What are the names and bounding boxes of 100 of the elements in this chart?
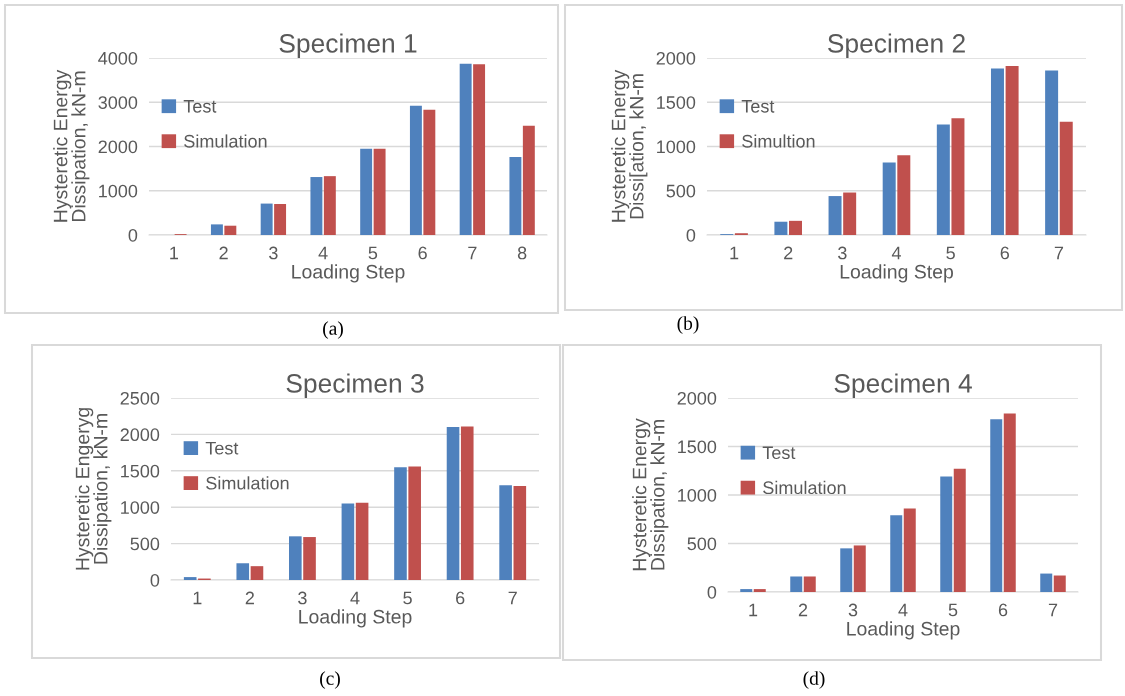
text: (b) [677,316,699,334]
y-tick-label: 500 [687,537,717,551]
y-tick-label: 2000 [98,140,138,154]
y-tick-label: 500 [666,184,696,198]
x-tick-label: 7 [468,246,477,260]
bar [210,224,223,235]
bar [183,577,197,580]
x-tick-label: 5 [948,603,958,617]
x-tick-label: 4 [898,603,908,617]
bar [774,221,788,235]
x-tick-label: 4 [350,591,360,605]
bar [753,589,766,592]
bar [1040,573,1053,592]
bar [408,466,421,580]
x-tick-label: 7 [1048,603,1058,617]
bar [853,545,866,592]
x-tick-label: 6 [456,591,465,605]
bar [803,576,816,592]
x-tick-label: 6 [998,603,1008,617]
chart-title: Specimen 1 [279,33,417,58]
bar [236,563,250,580]
y-tick-label: 0 [128,228,138,242]
bar [499,485,512,580]
x-axis-title: Loading Step [840,264,953,283]
chart-title: Specimen 3 [286,373,424,398]
bar [990,419,1003,592]
x-tick-label: 2 [219,246,228,260]
bar [289,536,302,580]
x-tick-label: 2 [798,603,808,617]
bar [250,566,264,580]
bar [274,204,287,235]
text: (c) [320,671,340,689]
x-tick-label: 3 [838,246,847,260]
legend-label: Test [205,441,239,455]
bar [509,157,522,235]
y-tick-label: 1000 [121,501,160,514]
x-tick-label: 2 [784,246,793,260]
bar [789,220,803,235]
x-tick-label: 6 [1000,246,1010,260]
bar [936,124,950,235]
bar [1003,413,1016,592]
y-tick-label: 0 [150,573,160,587]
legend-label: Simultion [742,134,815,148]
bar [940,476,953,592]
text: (a) [323,321,343,339]
x-tick-label: 4 [891,246,901,260]
x-tick-label: 1 [193,591,202,605]
bar [1045,70,1059,235]
x-tick-label: 5 [946,246,955,260]
y-axis-title: Hysteretic Energy Dissipation, kN-m [632,418,669,571]
y-tick-label: 1000 [678,488,717,502]
bar [790,576,803,592]
bar [840,548,853,592]
y-axis-title: Hysteretic Energy Dissi[ation, kN-m [611,69,648,222]
bar [951,118,965,235]
y-tick-label: 2000 [656,51,696,65]
bar [740,589,753,592]
legend-label: Test [762,446,796,460]
y-tick-label: 1500 [121,464,160,478]
bar [903,508,916,592]
bar [460,426,474,580]
y-axis-title: Hysteretic Energy Dissipation, kN-m [53,69,90,222]
y-tick-label: 2500 [120,391,160,405]
bar [522,125,535,235]
legend-label: Simulation [763,480,846,495]
bar [323,176,336,235]
legend-label: Test [741,100,775,113]
bar [897,155,911,235]
x-tick-label: 2 [245,591,254,605]
x-axis-title: Loading Step [299,609,412,628]
bar [882,162,896,235]
bar [360,148,373,235]
bar [310,177,323,235]
x-tick-label: 3 [298,591,307,605]
bar [1005,65,1019,235]
bar [1059,121,1073,235]
bar [1053,575,1066,592]
legend-label: Simulation [184,134,267,148]
bar [423,109,436,235]
legend-label: Simulation [206,476,289,490]
y-tick-label: 2000 [677,391,717,405]
x-tick-label: 4 [318,246,328,260]
bar [890,515,903,592]
legend-label: Test [183,100,217,113]
bar [341,503,355,580]
x-tick-label: 1 [170,246,179,260]
bar [513,486,527,580]
y-tick-label: 500 [130,537,160,551]
bar [446,427,460,580]
x-tick-label: 8 [517,246,527,260]
x-tick-label: 1 [730,246,739,260]
y-tick-label: 4000 [98,51,138,65]
text: (d) [803,671,825,689]
bar [373,148,386,235]
bar [394,467,407,580]
chart-title: Specimen 2 [828,33,965,58]
chart-title: Specimen 4 [834,373,972,398]
bar [224,225,237,235]
bar [843,192,857,235]
x-tick-label: 7 [508,591,517,605]
